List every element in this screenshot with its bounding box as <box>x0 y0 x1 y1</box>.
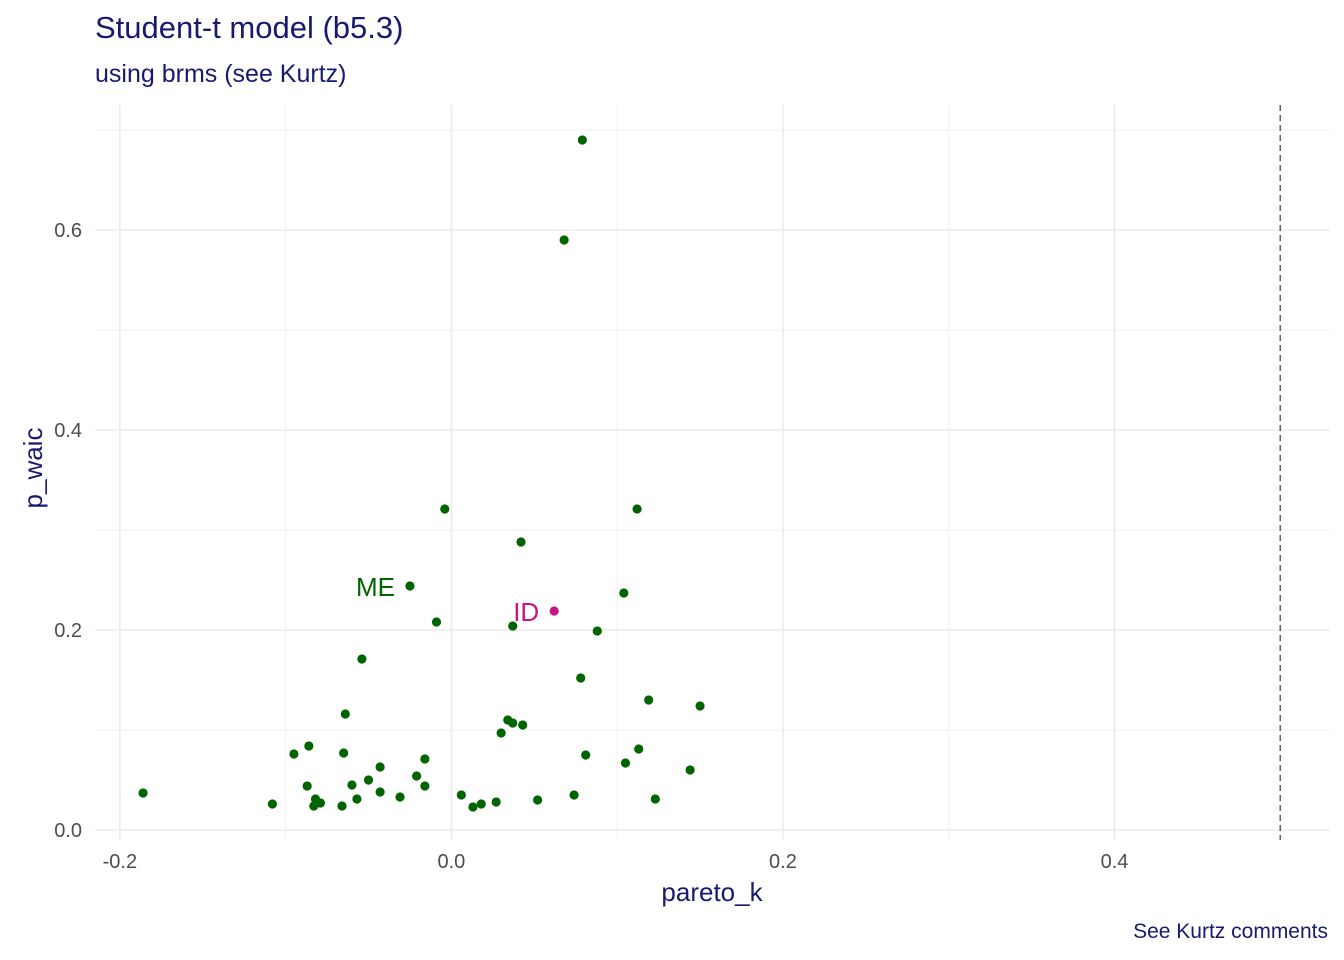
chart-title: Student-t model (b5.3) <box>95 10 404 45</box>
minor-gridlines <box>95 105 1330 840</box>
data-point <box>337 801 347 811</box>
data-point <box>508 718 518 728</box>
chart-subtitle: using brms (see Kurtz) <box>95 60 347 88</box>
data-point <box>363 775 374 785</box>
data-point <box>468 802 478 812</box>
x-axis-ticks: -0.2 0.0 0.2 0.4 <box>103 851 1129 873</box>
data-point <box>581 750 591 760</box>
data-point <box>620 758 631 768</box>
data-point <box>619 588 629 598</box>
data-point <box>138 788 148 798</box>
data-point <box>347 780 357 790</box>
data-point <box>267 799 277 809</box>
point-labels: ME ID <box>356 572 539 627</box>
major-gridlines <box>95 105 1330 840</box>
data-point <box>685 765 695 775</box>
data-point <box>405 581 415 591</box>
data-point <box>695 701 705 711</box>
data-point <box>357 654 367 664</box>
y-axis-ticks: 0.0 0.2 0.4 0.6 <box>54 220 82 842</box>
data-point <box>577 135 587 145</box>
y-tick-label: 0.2 <box>54 620 82 642</box>
y-axis-title: p_waic <box>18 428 48 509</box>
data-point <box>375 762 385 772</box>
data-point <box>395 792 405 802</box>
data-point <box>518 720 528 730</box>
x-tick-label: 0.2 <box>769 851 797 873</box>
data-point <box>339 748 349 758</box>
data-point <box>420 781 430 791</box>
data-point <box>632 504 642 514</box>
data-point <box>411 771 422 781</box>
data-point <box>456 790 466 800</box>
data-point <box>496 728 506 738</box>
data-point <box>559 235 569 245</box>
data-point <box>289 749 299 759</box>
data-point <box>340 709 350 719</box>
point-label: ID <box>513 597 539 627</box>
y-tick-label: 0.0 <box>54 820 82 842</box>
x-tick-label: 0.4 <box>1101 851 1129 873</box>
y-tick-label: 0.4 <box>54 420 82 442</box>
data-point <box>302 781 312 791</box>
data-point <box>569 790 579 800</box>
data-point <box>634 744 644 754</box>
data-point <box>516 537 526 547</box>
highlight-point <box>549 606 559 616</box>
data-point <box>592 626 602 636</box>
data-point <box>650 794 660 804</box>
data-point <box>304 741 314 751</box>
data-point <box>533 795 543 805</box>
chart-caption: See Kurtz comments <box>1133 920 1328 943</box>
y-tick-label: 0.6 <box>54 220 82 242</box>
data-point <box>352 794 362 804</box>
data-point <box>491 797 501 807</box>
data-point <box>476 799 486 809</box>
data-point <box>440 504 450 514</box>
x-tick-label: 0.0 <box>438 851 466 873</box>
data-point <box>431 617 442 627</box>
data-point <box>508 621 518 631</box>
data-point <box>420 754 430 764</box>
data-point <box>644 695 654 705</box>
data-point <box>576 673 586 683</box>
data-point <box>309 801 319 811</box>
data-points <box>138 135 705 812</box>
data-point <box>375 787 385 797</box>
point-label: ME <box>356 572 395 602</box>
x-axis-title: pareto_k <box>661 877 763 907</box>
x-tick-label: -0.2 <box>103 851 137 873</box>
